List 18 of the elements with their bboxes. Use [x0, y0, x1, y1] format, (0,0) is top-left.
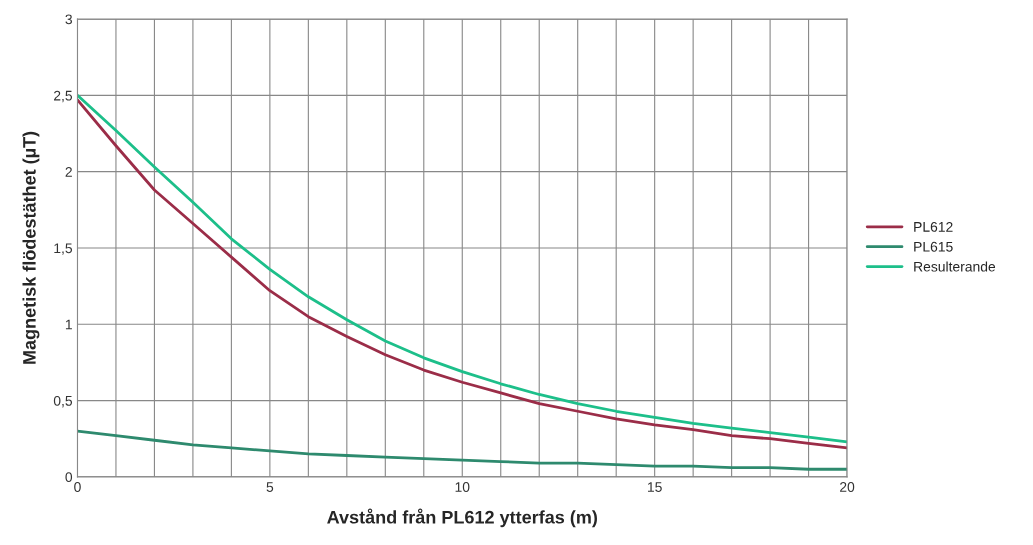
y-tick-label: 0,5	[53, 395, 73, 408]
x-axis-title: Avstånd från PL612 ytterfas (m)	[327, 508, 597, 528]
y-tick-label: 2	[65, 167, 72, 177]
legend-label: PL612	[914, 221, 953, 232]
x-tick-label: 15	[648, 482, 662, 492]
legend-label: PL615	[914, 241, 953, 252]
x-tick-label: 20	[840, 482, 855, 492]
y-axis-title: Magnetisk flödestäthet (µT)	[22, 131, 40, 364]
y-tick-label: 1,5	[54, 243, 73, 255]
y-tick-label: 2,5	[54, 90, 73, 103]
x-tick-label: 0	[74, 482, 81, 492]
line-series	[77, 429, 848, 471]
y-tick-label: 1	[65, 319, 72, 330]
y-tick-label: 3	[65, 14, 72, 25]
x-tick-label: 5	[266, 482, 274, 492]
legend-label: Resulterande	[914, 261, 996, 272]
x-tick-label: 10	[455, 482, 470, 492]
y-tick-label: 0	[65, 472, 73, 483]
